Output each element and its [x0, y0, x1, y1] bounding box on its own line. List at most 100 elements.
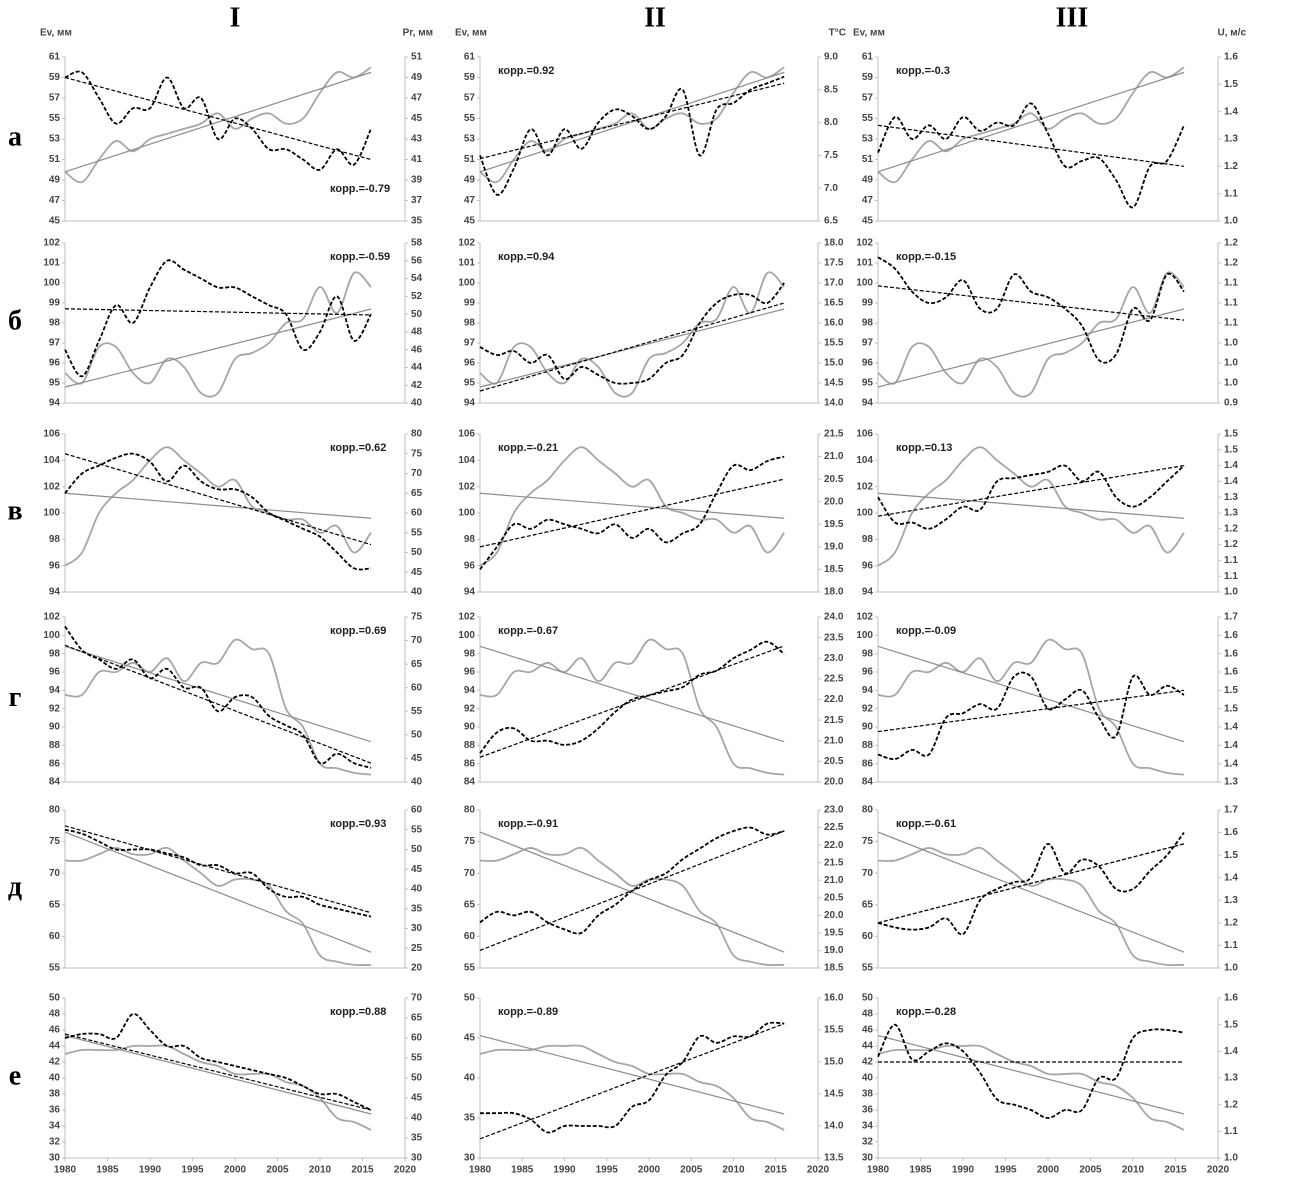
correlation-note: корр.=0.69 [330, 625, 386, 637]
trend-line [877, 308, 1185, 388]
y-tick-label: 30 [49, 1153, 61, 1164]
y-tick-label: 96 [49, 560, 61, 571]
y2-tick-label: 1.6 [1224, 667, 1238, 678]
y-tick-label: 94 [862, 587, 874, 598]
column-header: III [1056, 2, 1089, 33]
y2-tick-label: 50 [411, 729, 423, 740]
y-tick-label: 98 [49, 318, 61, 329]
y-tick-label: 88 [49, 740, 61, 751]
y-tick-label: 98 [49, 648, 61, 659]
y2-tick-label: 1.7 [1224, 612, 1238, 623]
y2-tick-label: 23.5 [824, 632, 844, 643]
correlation-note: корр.=-0.28 [896, 1006, 956, 1018]
y-tick-label: 86 [464, 758, 476, 769]
y-tick-label: 42 [49, 1057, 61, 1068]
y-tick-label: 65 [49, 899, 61, 910]
y2-tick-label: 1.6 [1224, 993, 1238, 1004]
y-tick-label: 60 [464, 931, 476, 942]
y2-tick-label: 1.3 [1224, 777, 1238, 788]
data-line [479, 846, 785, 966]
y2-tick-label: 1.5 [1224, 703, 1238, 714]
correlation-note: корр.=-0.15 [896, 251, 956, 263]
y-axis-label: Ev, мм [853, 28, 885, 39]
trend-line [877, 465, 1185, 517]
y-tick-label: 101 [856, 258, 873, 269]
y2-tick-label: 21.0 [824, 875, 844, 886]
y-tick-label: 47 [49, 195, 61, 206]
y-tick-label: 46 [49, 1025, 61, 1036]
y-tick-label: 57 [862, 93, 874, 104]
data-line [64, 66, 372, 184]
y2-tick-label: 22.5 [824, 674, 844, 685]
correlation-note: корр.=-0.89 [498, 1006, 558, 1018]
x-tick-label: 2005 [680, 1165, 703, 1176]
data-line [877, 671, 1185, 761]
data-line [877, 464, 1185, 530]
y2-tick-label: 1.5 [1224, 1019, 1238, 1030]
x-tick-label: 2015 [351, 1165, 374, 1176]
y2-tick-label: 1.0 [1224, 358, 1238, 369]
y-tick-label: 55 [862, 963, 874, 974]
y-tick-label: 84 [862, 777, 874, 788]
y2-tick-label: 60 [411, 1033, 423, 1044]
y2-tick-label: 1.1 [1224, 1126, 1238, 1137]
y2-tick-label: 1.4 [1224, 758, 1238, 769]
y2-tick-label: 1.2 [1224, 238, 1238, 249]
y-tick-label: 94 [862, 398, 874, 409]
data-line [877, 638, 1185, 776]
y-tick-label: 98 [862, 534, 874, 545]
y-tick-label: 49 [464, 175, 476, 186]
data-line [479, 640, 785, 754]
y-tick-label: 61 [464, 52, 476, 63]
y-tick-label: 55 [49, 963, 61, 974]
x-tick-label: 1980 [867, 1165, 890, 1176]
y-tick-label: 45 [49, 216, 61, 227]
y2-tick-label: 20.0 [824, 777, 844, 788]
x-tick-label: 1995 [596, 1165, 619, 1176]
y2-tick-label: 0.9 [1224, 398, 1238, 409]
y-tick-label: 61 [862, 52, 874, 63]
y2-tick-label: 1.2 [1224, 917, 1238, 928]
trend-line [64, 831, 372, 953]
y2-tick-label: 15.5 [824, 1025, 844, 1036]
data-line [479, 826, 785, 935]
y2-tick-label: 40 [411, 1113, 423, 1124]
trend-line [64, 645, 372, 743]
y-tick-label: 75 [49, 836, 61, 847]
column-header: I [230, 2, 241, 33]
row-label: е [9, 1060, 21, 1091]
y2-tick-label: 18.0 [824, 587, 844, 598]
y2-tick-label: 50 [411, 547, 423, 558]
y-tick-label: 98 [464, 648, 476, 659]
y2-tick-label: 16.5 [824, 298, 844, 309]
y2-tick-label: 35 [411, 216, 423, 227]
y-tick-label: 100 [458, 630, 475, 641]
y-tick-label: 30 [464, 1153, 476, 1164]
y-tick-label: 40 [862, 1073, 874, 1084]
y-tick-label: 57 [49, 93, 61, 104]
data-line [64, 846, 372, 966]
y-tick-label: 90 [464, 722, 476, 733]
trend-line [479, 1035, 785, 1115]
y-tick-label: 46 [862, 1025, 874, 1036]
y-tick-label: 84 [464, 777, 476, 788]
y2-tick-label: 20.0 [824, 910, 844, 921]
y2-tick-label: 1.1 [1224, 571, 1238, 582]
y2-tick-label: 1.1 [1224, 940, 1238, 951]
y2-tick-label: 14.5 [824, 1089, 844, 1100]
y-tick-label: 60 [862, 931, 874, 942]
x-tick-label: 1985 [96, 1165, 119, 1176]
data-line [64, 1044, 372, 1131]
x-tick-label: 2000 [1037, 1165, 1060, 1176]
x-tick-label: 1995 [181, 1165, 204, 1176]
x-tick-label: 2020 [1207, 1165, 1230, 1176]
y2-tick-label: 1.6 [1224, 648, 1238, 659]
trend-line [479, 492, 785, 519]
data-line [64, 70, 372, 171]
trend-line [479, 830, 785, 952]
y-tick-label: 53 [862, 134, 874, 145]
y-tick-label: 98 [862, 318, 874, 329]
y2-tick-label: 21.0 [824, 735, 844, 746]
y-tick-label: 38 [49, 1089, 61, 1100]
